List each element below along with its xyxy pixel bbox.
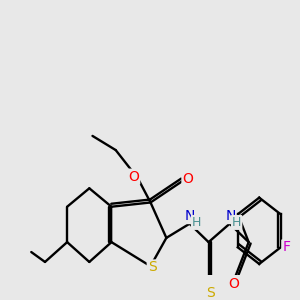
Text: F: F bbox=[282, 240, 290, 254]
Text: N: N bbox=[185, 209, 195, 223]
Text: S: S bbox=[206, 286, 214, 300]
Text: H: H bbox=[192, 216, 201, 229]
Text: O: O bbox=[182, 172, 193, 186]
Text: S: S bbox=[148, 260, 157, 274]
Text: O: O bbox=[128, 170, 139, 184]
Text: H: H bbox=[232, 216, 241, 229]
Text: O: O bbox=[228, 277, 239, 291]
Text: N: N bbox=[225, 209, 236, 223]
